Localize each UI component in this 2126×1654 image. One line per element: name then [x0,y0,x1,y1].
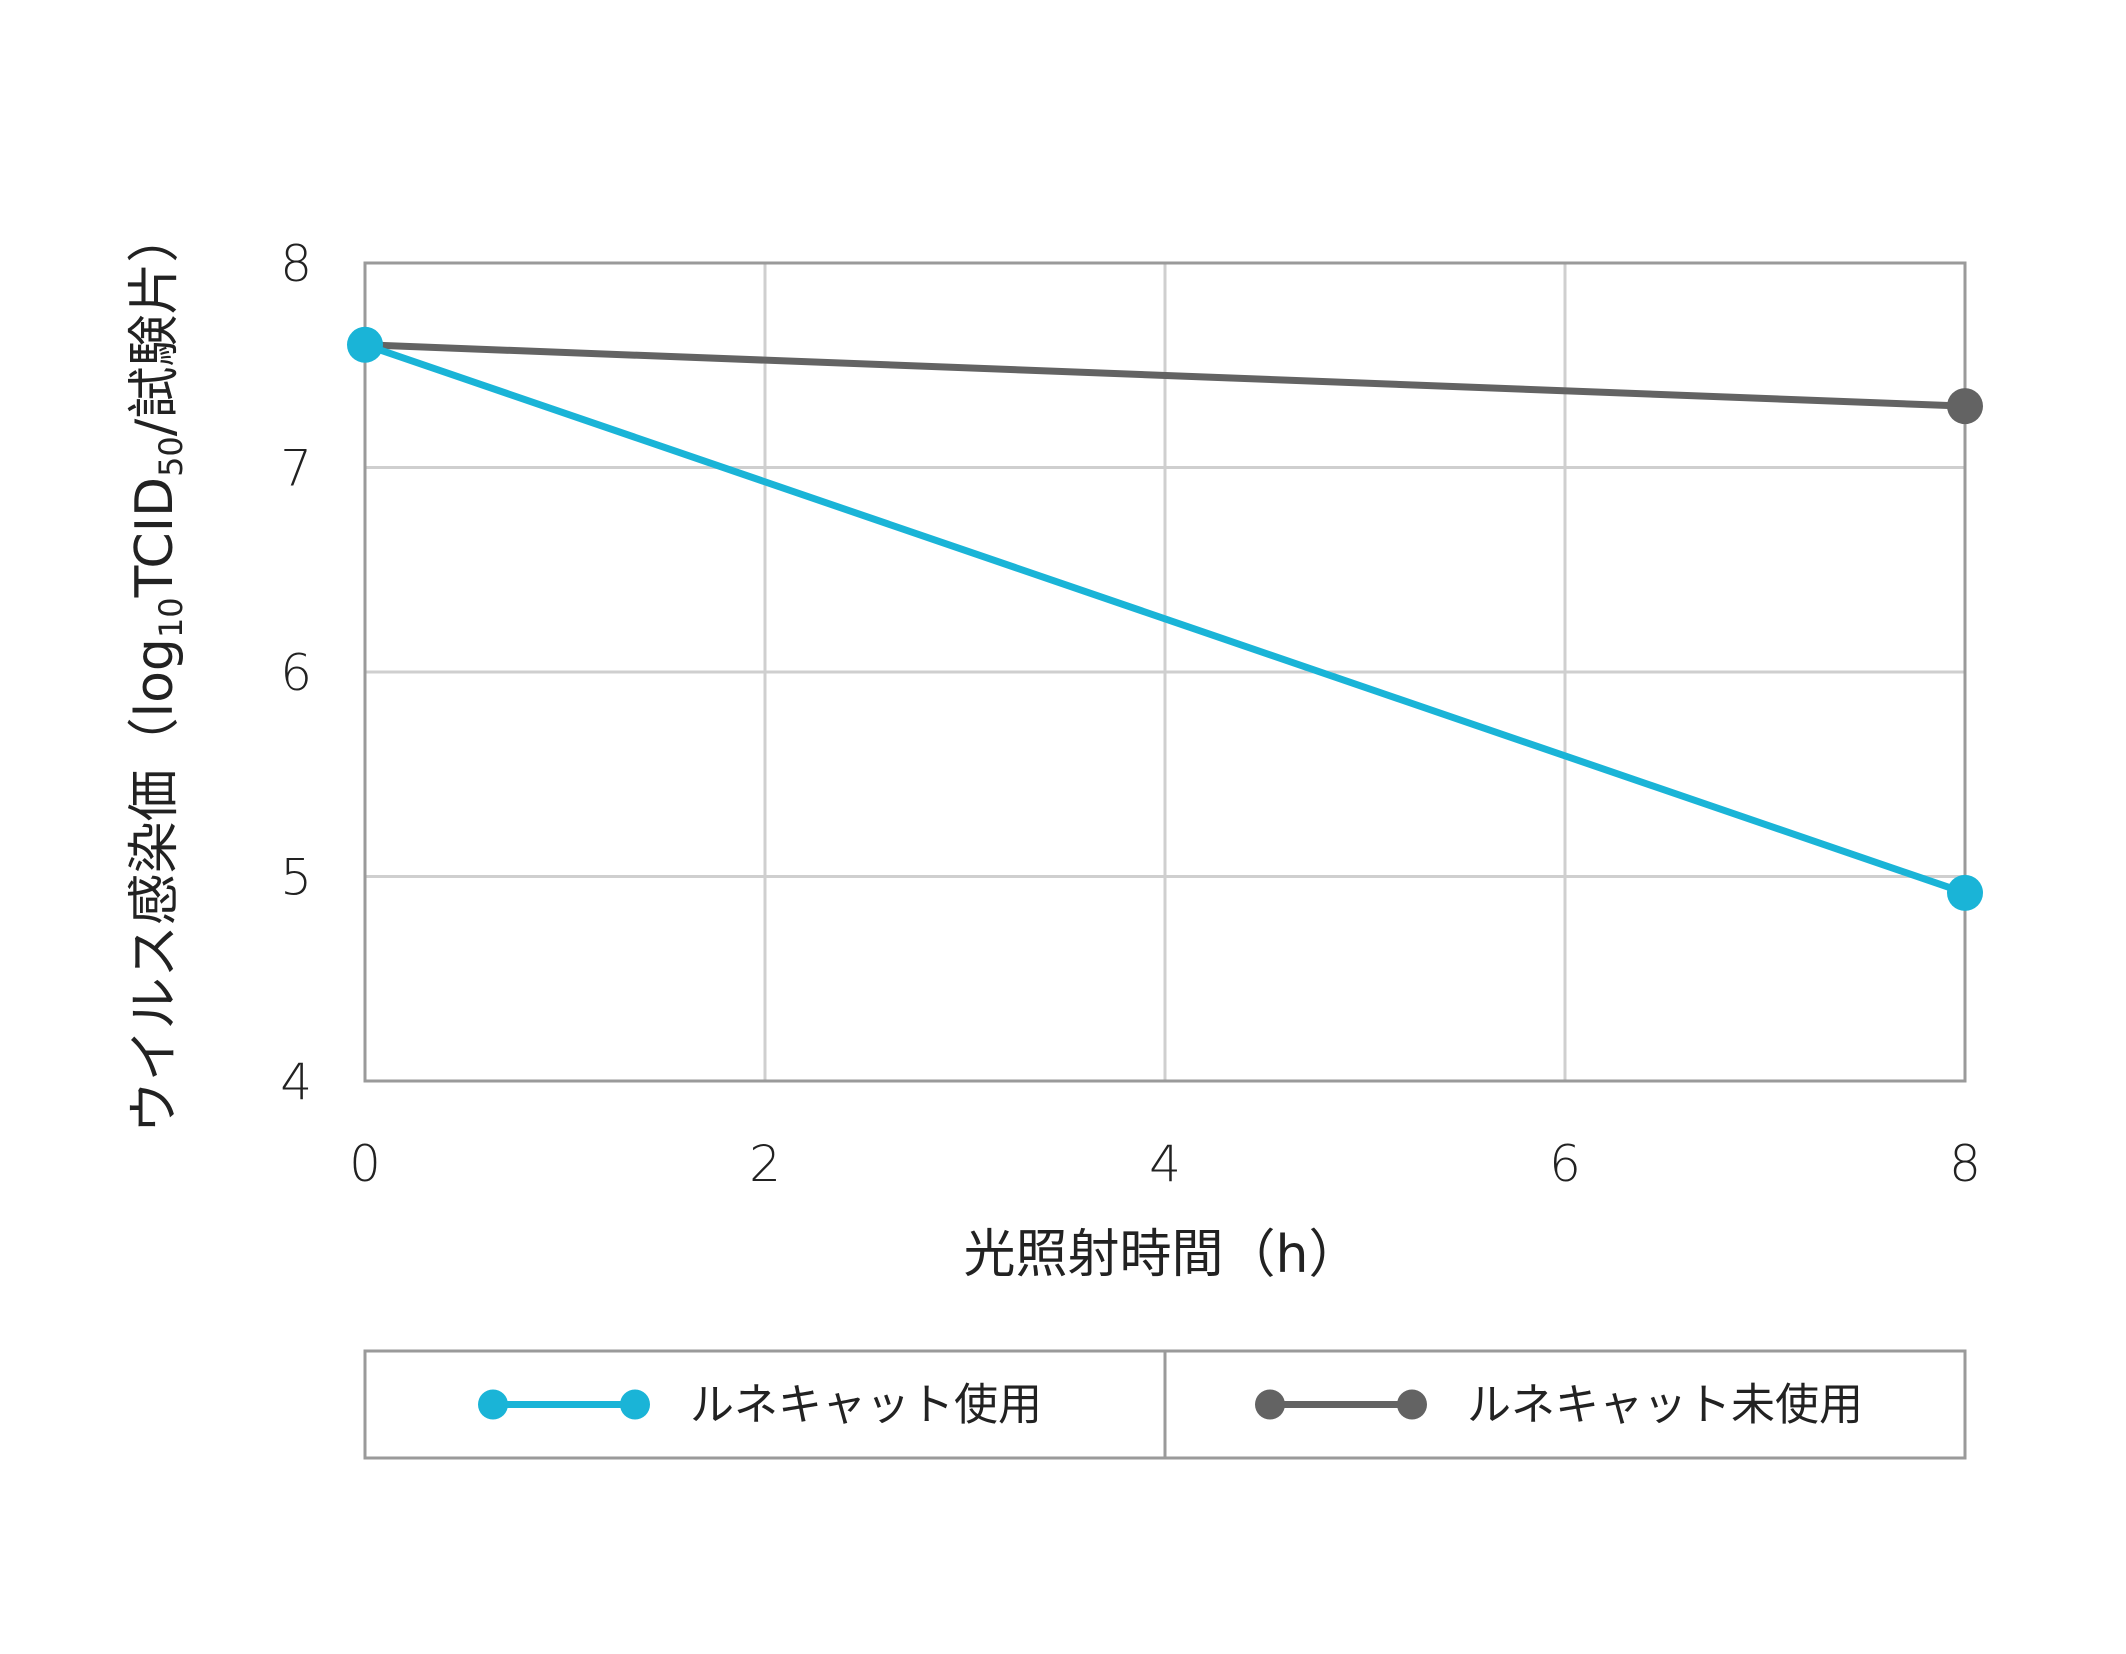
y-axis-title-part: TCID [125,477,185,598]
data-point [1947,874,1983,911]
x-tick-label: 4 [1149,1135,1181,1193]
series-line [361,341,1969,897]
legend-item-2: ルネキャット未使用 [1255,1380,1863,1431]
legend-marker [1255,1389,1285,1420]
plot-area-frame [363,261,1967,1083]
legend: ルネキャット使用 ルネキャット未使用 [363,1349,1967,1460]
data-point [1947,388,1983,425]
x-axis-title: 光照射時間（h） [964,1225,1361,1285]
y-axis-title-part: ウイルス感染価（log [125,638,185,1133]
y-axis-title-subscript: 50 [152,436,190,477]
grid [363,261,1967,1083]
y-axis-title: ウイルス感染価（log10TCID50/試験片） [125,211,190,1134]
legend-label: ルネキャット未使用 [1467,1380,1863,1431]
y-axis-title-subscript: 10 [152,597,190,638]
legend-marker [620,1389,650,1420]
y-tick-label: 7 [280,440,312,498]
y-tick-label: 4 [280,1053,312,1111]
legend-item-1: ルネキャット使用 [478,1380,1042,1431]
y-axis-title-part: /試験片） [125,211,185,437]
x-tick-label: 8 [1949,1135,1981,1193]
legend-label: ルネキャット使用 [690,1380,1042,1431]
y-tick-labels: 4 5 6 7 8 [280,235,312,1111]
x-tick-label: 6 [1549,1135,1581,1193]
legend-marker [478,1389,508,1420]
data-point [347,326,383,363]
y-tick-label: 5 [280,849,312,907]
x-tick-label: 2 [749,1135,781,1193]
y-tick-label: 6 [280,644,312,702]
series-1 [347,326,1983,911]
x-tick-labels: 0 2 4 6 8 [349,1135,1981,1193]
y-tick-label: 8 [280,235,312,293]
legend-marker [1397,1389,1427,1420]
series-line [361,341,1969,410]
x-tick-label: 0 [349,1135,381,1193]
series-2 [361,341,1983,425]
series-layer [347,326,1983,911]
